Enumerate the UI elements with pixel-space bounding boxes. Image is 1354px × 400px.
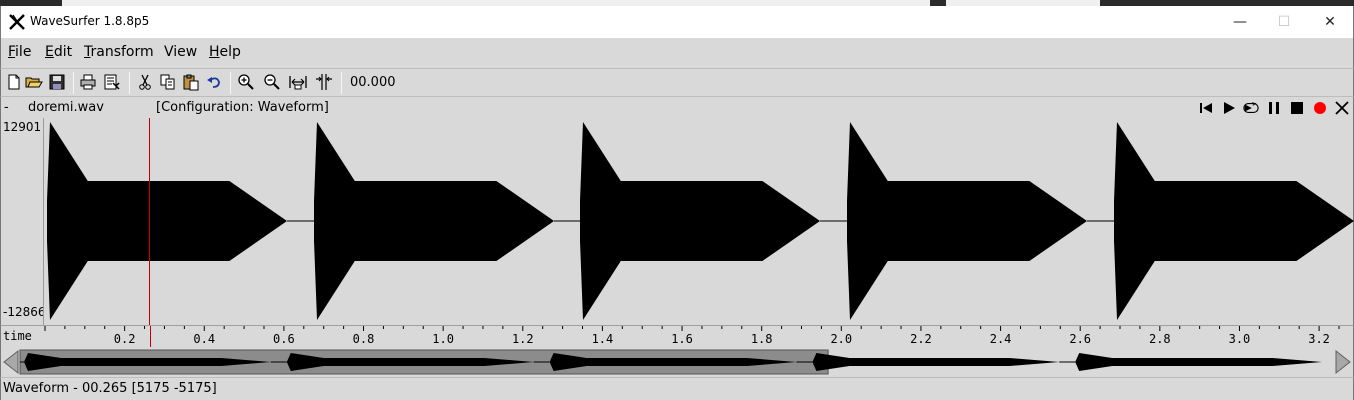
overview-note (1075, 353, 1322, 371)
scroll-left-arrow (3, 349, 19, 375)
close-icon[interactable] (1334, 100, 1350, 116)
desktop-strip-segment (0, 0, 62, 6)
desktop-strip-segment (930, 0, 946, 6)
time-tick-label: 2.0 (830, 332, 852, 346)
new-file-icon[interactable] (5, 73, 23, 91)
desktop-strip (0, 0, 1354, 6)
overview-scrollbar-graphic[interactable] (1, 347, 1353, 377)
toolbar-separator (73, 72, 74, 94)
note-envelope (1114, 122, 1354, 320)
toolbar-separator (341, 72, 342, 94)
note-envelope (314, 122, 554, 320)
undo-icon[interactable] (205, 73, 223, 91)
overview-note (549, 353, 797, 371)
paste-icon[interactable] (182, 73, 200, 91)
stop-icon[interactable] (1289, 100, 1305, 116)
sound-header: - doremi.wav [Configuration: Waveform] (0, 96, 1354, 118)
maximize-icon: ☐ (1277, 13, 1291, 30)
minimize-icon: — (1233, 13, 1247, 30)
menu-file[interactable]: File (8, 44, 32, 60)
overview-note (24, 353, 271, 371)
close-icon: ✕ (1324, 13, 1336, 30)
note-envelope (47, 122, 287, 320)
time-tick-label: 2.6 (1069, 332, 1091, 346)
play-loop-icon[interactable] (1243, 100, 1259, 116)
time-tick-label: 3.2 (1308, 332, 1330, 346)
status-text: Waveform - 00.265 [5175 -5175] (3, 381, 217, 396)
time-tick-label: 1.2 (512, 332, 534, 346)
sound-filename: doremi.wav (28, 100, 104, 115)
open-folder-icon[interactable] (25, 73, 43, 91)
copy-icon[interactable] (159, 73, 177, 91)
note-envelope (580, 122, 820, 320)
maximize-button[interactable]: ☐ (1261, 6, 1307, 37)
time-tick-label: 2.2 (910, 332, 932, 346)
cut-icon[interactable] (136, 73, 154, 91)
menu-help[interactable]: Help (209, 44, 241, 60)
time-tick-label: 1.0 (432, 332, 454, 346)
window-titlebar: WaveSurfer 1.8.8p5 — ☐ ✕ (0, 6, 1354, 38)
sound-menu-handle[interactable]: - (4, 100, 9, 115)
amplitude-axis: 12901 -12866 (0, 118, 46, 325)
time-tick-label: 1.6 (671, 332, 693, 346)
time-axis-ticks: 0.2 0.4 0.6 0.8 1.0 1.2 1.4 1.6 1.8 2.0 2.2 2.4 2.6 2… (44, 326, 1340, 348)
time-tick-label: 0.2 (114, 332, 136, 346)
save-icon[interactable] (48, 73, 66, 91)
time-axis: time 0.2 0.4 0.6 0.8 1.0 1.2 1.4 1.6 1.8 2.0 2.2 2.… (0, 325, 1354, 348)
play-icon[interactable] (1221, 100, 1237, 116)
minimize-button[interactable]: — (1217, 6, 1263, 37)
time-tick-label: 2.8 (1149, 332, 1171, 346)
pause-icon[interactable] (1266, 100, 1282, 116)
note-envelope (847, 122, 1087, 320)
waveform-pane[interactable] (43, 118, 1354, 325)
zoom-out-icon[interactable] (263, 73, 281, 91)
amplitude-min-label: -12866 (3, 305, 46, 319)
menu-view[interactable]: View (164, 44, 198, 60)
time-tick-label: 3.0 (1229, 332, 1251, 346)
time-tick-label: 1.4 (592, 332, 614, 346)
time-tick-label: 0.4 (193, 332, 215, 346)
menu-bar: File Edit Transform View Help (0, 38, 1354, 68)
menu-transform[interactable]: Transform (84, 44, 154, 60)
amplitude-max-label: 12901 (3, 120, 42, 134)
status-bar: Waveform - 00.265 [5175 -5175] (0, 377, 1354, 400)
waveform-plot[interactable] (44, 118, 1354, 325)
time-axis-label: time (3, 329, 32, 343)
toolbar-separator (129, 72, 130, 94)
time-tick-label: 0.8 (353, 332, 375, 346)
close-window-button[interactable]: ✕ (1307, 6, 1353, 37)
desktop-strip-segment (1100, 0, 1354, 6)
zoom-selection-icon[interactable] (315, 73, 333, 91)
skip-to-start-icon[interactable] (1198, 100, 1214, 116)
overview-note (812, 353, 1060, 371)
toolbar-separator (230, 72, 231, 94)
wavesurfer-app-icon (9, 14, 25, 30)
record-icon[interactable] (1312, 100, 1328, 116)
zoom-in-icon[interactable] (237, 73, 255, 91)
time-readout: 00.000 (350, 75, 396, 90)
properties-icon[interactable] (103, 73, 121, 91)
time-tick-label: 2.4 (990, 332, 1012, 346)
toolbar: 00.000 (0, 68, 1354, 96)
overview-note (286, 353, 534, 371)
scroll-right-arrow (1335, 349, 1351, 375)
print-icon[interactable] (79, 73, 97, 91)
time-tick-label: 1.8 (751, 332, 773, 346)
overview-scrollbar[interactable] (0, 347, 1354, 377)
window-title: WaveSurfer 1.8.8p5 (30, 14, 150, 28)
zoom-fit-icon[interactable] (289, 73, 307, 91)
menu-edit[interactable]: Edit (45, 44, 73, 60)
configuration-label: [Configuration: Waveform] (156, 100, 329, 115)
time-tick-label: 0.6 (273, 332, 295, 346)
